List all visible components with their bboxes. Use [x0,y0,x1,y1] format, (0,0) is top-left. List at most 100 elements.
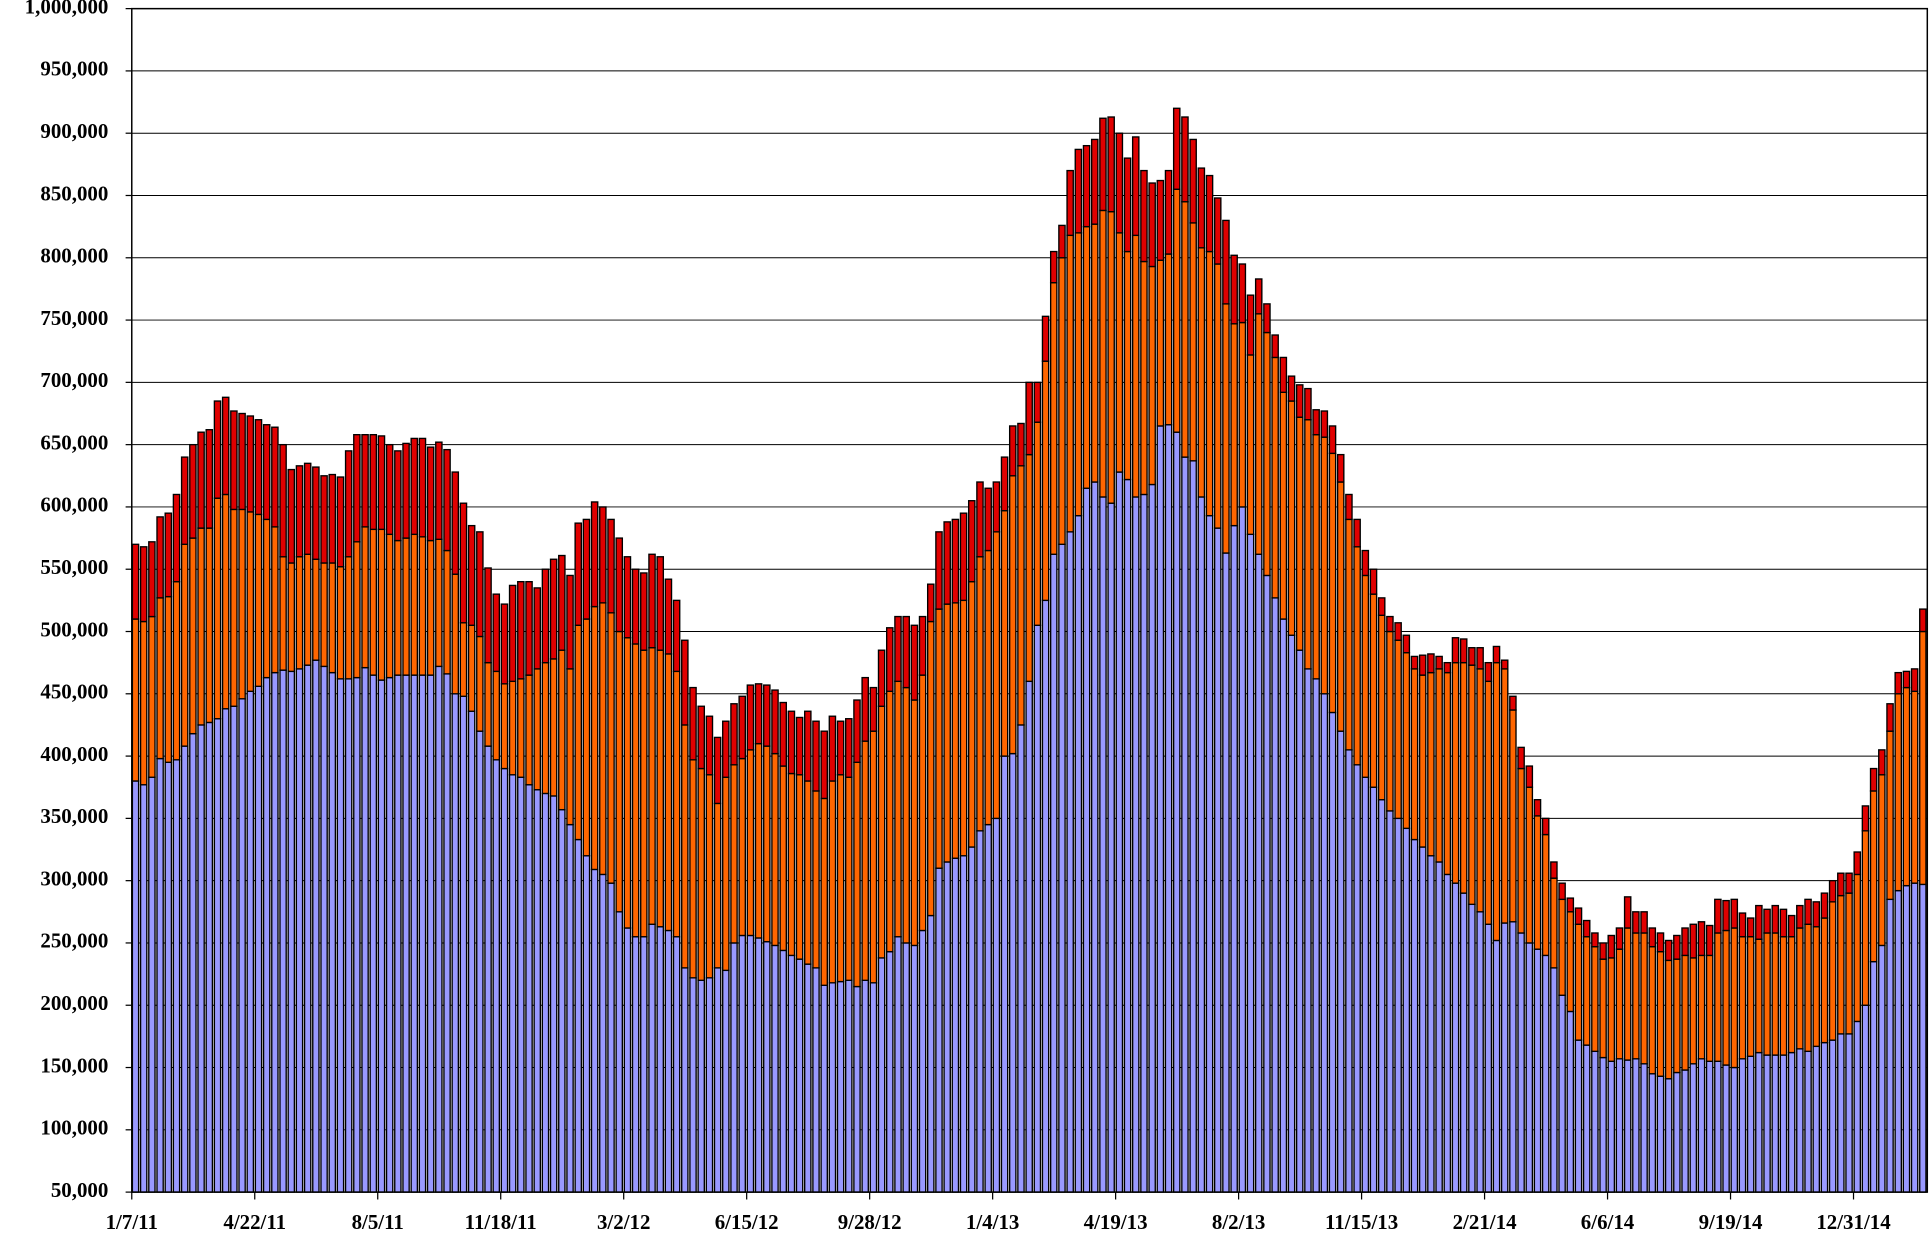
bar-segment [1886,898,1894,1193]
bar-segment [1878,774,1886,947]
bar-segment [623,556,632,639]
bar-segment [1845,1033,1853,1193]
bar-segment [246,690,255,1193]
bar-segment [763,941,771,1193]
bar-segment [926,914,935,1193]
bar-segment [943,861,951,1193]
bar-segment [1894,671,1903,695]
bar-segment [926,583,935,623]
bar-segment [1074,232,1083,517]
bar-segment [1681,1069,1689,1193]
bar-segment [574,838,583,1193]
bar-segment [853,699,861,763]
bar-segment [197,431,205,529]
y-tick-label: 900,000 [40,119,108,143]
bar-segment [615,630,624,913]
y-tick-label: 750,000 [40,306,108,330]
bar-segment [566,668,574,826]
bar-segment [344,556,353,680]
bar-segment [1279,356,1288,393]
bar-segment [139,784,148,1193]
bar-segment [1820,917,1829,1044]
bar-segment [1074,148,1083,234]
bar-segment [1418,674,1427,848]
bar-segment [1377,614,1386,801]
bar-segment [1427,671,1435,857]
bar-segment [385,533,394,679]
bar-segment [1222,552,1230,1193]
bar-segment [1902,670,1911,689]
bar-segment [344,678,353,1193]
bar-segment [312,659,320,1193]
bar-segment [705,774,714,979]
bar-segment [1689,923,1698,959]
bar-segment [180,456,189,545]
bar-segment [730,942,738,1193]
bar-segment [1254,278,1263,315]
bar-segment [1525,942,1534,1193]
bar-segment [1468,664,1476,906]
bar-segment [1500,668,1509,924]
bar-segment [172,581,181,761]
bar-segment [910,624,919,701]
bar-segment [1246,354,1255,536]
bar-segment [1369,786,1378,1193]
bar-segment [1336,730,1345,1193]
y-tick-label: 1,000,000 [25,0,109,18]
bar-segment [369,674,378,1193]
bar-segment [1476,647,1484,670]
bar-segment [738,757,747,937]
bar-segment [1837,894,1845,1035]
bar-segment [1640,1063,1648,1193]
bar-segment [1730,1066,1739,1193]
bar-segment [271,426,279,528]
bar-segment [672,599,681,673]
bar-segment [1033,624,1042,1193]
bar-segment [410,533,419,676]
bar-segment [640,936,648,1193]
bar-segment [1148,483,1156,1193]
bar-segment [902,686,910,944]
bar-segment [303,664,312,1193]
bar-segment [1074,514,1083,1193]
bar-segment [902,615,910,689]
bar-segment [1090,481,1099,1193]
bar-segment [1902,884,1911,1193]
bar-segment [189,443,197,539]
bar-segment [1787,914,1796,938]
bar-segment [279,556,287,671]
bar-segment [1345,493,1353,521]
bar-segment [213,718,222,1193]
y-tick-label: 200,000 [40,991,108,1015]
bar-segment [1033,421,1042,626]
bar-segment [1607,1060,1616,1193]
y-tick-label: 800,000 [40,244,108,268]
bar-segment [853,761,861,988]
bar-segment [1312,434,1320,680]
bar-segment [139,546,148,623]
y-tick-label: 50,000 [51,1178,109,1202]
bar-segment [508,680,517,776]
bar-segment [861,740,869,982]
bar-segment [328,473,337,564]
bar-segment [1853,873,1862,1023]
bar-segment [1599,942,1607,960]
bar-segment [492,759,501,1193]
bar-segment [812,720,820,792]
bar-segment [336,476,345,568]
x-tick-label: 9/28/12 [838,1210,902,1234]
x-tick-label: 2/21/14 [1453,1210,1517,1234]
bar-segment [1369,568,1378,595]
bar-segment [1082,487,1091,1193]
bar-segment [984,487,992,552]
bar-segment [1607,934,1616,959]
bar-segment [172,759,181,1193]
bar-segment [476,531,484,638]
bar-segment [1615,948,1624,1060]
bar-segment [1763,932,1771,1056]
bar-segment [763,684,771,747]
bar-segment [795,774,804,960]
bar-segment [1525,765,1534,788]
bar-segment [1820,892,1829,919]
bar-segment [1738,1058,1747,1193]
